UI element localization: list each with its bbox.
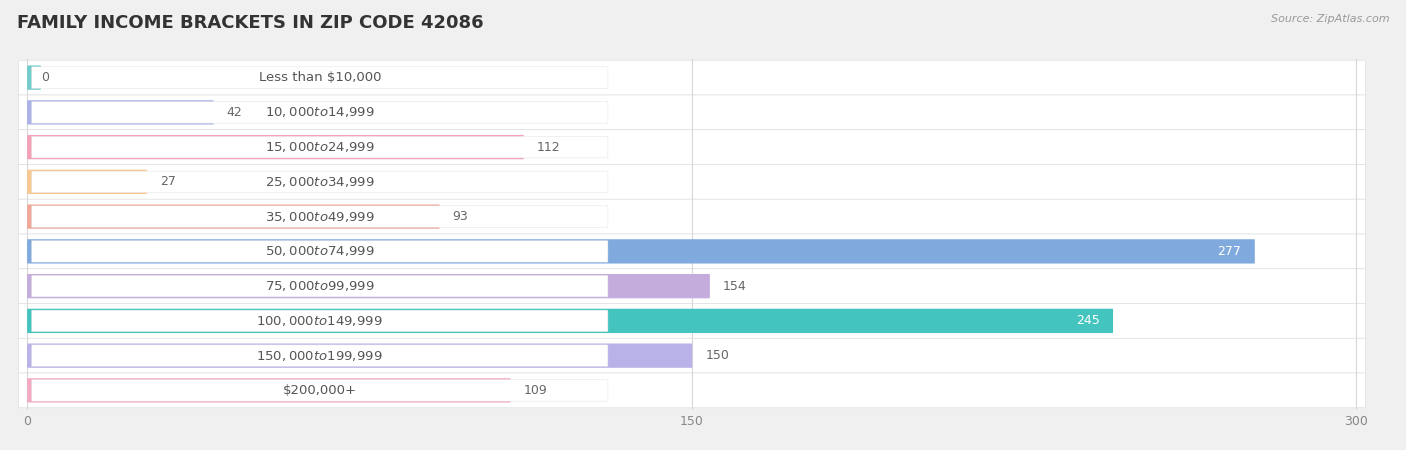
FancyBboxPatch shape <box>27 170 148 194</box>
Text: $10,000 to $14,999: $10,000 to $14,999 <box>264 105 374 119</box>
Text: 154: 154 <box>723 279 747 292</box>
FancyBboxPatch shape <box>31 310 607 332</box>
Text: $35,000 to $49,999: $35,000 to $49,999 <box>264 210 374 224</box>
Text: 245: 245 <box>1076 315 1099 328</box>
Text: 27: 27 <box>160 176 176 189</box>
Text: 42: 42 <box>226 106 242 119</box>
FancyBboxPatch shape <box>27 135 524 159</box>
FancyBboxPatch shape <box>31 345 607 366</box>
Text: FAMILY INCOME BRACKETS IN ZIP CODE 42086: FAMILY INCOME BRACKETS IN ZIP CODE 42086 <box>17 14 484 32</box>
Text: 109: 109 <box>523 384 547 397</box>
FancyBboxPatch shape <box>18 303 1365 338</box>
FancyBboxPatch shape <box>31 136 607 158</box>
FancyBboxPatch shape <box>18 60 1365 95</box>
Text: Source: ZipAtlas.com: Source: ZipAtlas.com <box>1271 14 1389 23</box>
FancyBboxPatch shape <box>27 65 41 90</box>
FancyBboxPatch shape <box>31 206 607 227</box>
FancyBboxPatch shape <box>18 234 1365 269</box>
FancyBboxPatch shape <box>27 343 692 368</box>
Text: Less than $10,000: Less than $10,000 <box>259 71 381 84</box>
FancyBboxPatch shape <box>27 378 510 403</box>
Text: 150: 150 <box>706 349 730 362</box>
FancyBboxPatch shape <box>18 130 1365 165</box>
Text: $15,000 to $24,999: $15,000 to $24,999 <box>264 140 374 154</box>
FancyBboxPatch shape <box>27 309 1114 333</box>
FancyBboxPatch shape <box>31 102 607 123</box>
FancyBboxPatch shape <box>31 67 607 88</box>
Text: $100,000 to $149,999: $100,000 to $149,999 <box>256 314 382 328</box>
FancyBboxPatch shape <box>18 95 1365 130</box>
FancyBboxPatch shape <box>27 274 710 298</box>
Text: 112: 112 <box>537 140 561 153</box>
Text: $150,000 to $199,999: $150,000 to $199,999 <box>256 349 382 363</box>
FancyBboxPatch shape <box>31 241 607 262</box>
FancyBboxPatch shape <box>18 373 1365 408</box>
FancyBboxPatch shape <box>31 380 607 401</box>
Text: 93: 93 <box>453 210 468 223</box>
FancyBboxPatch shape <box>27 100 214 125</box>
FancyBboxPatch shape <box>18 338 1365 373</box>
FancyBboxPatch shape <box>27 204 440 229</box>
Text: 277: 277 <box>1218 245 1241 258</box>
Text: $75,000 to $99,999: $75,000 to $99,999 <box>264 279 374 293</box>
FancyBboxPatch shape <box>18 199 1365 234</box>
FancyBboxPatch shape <box>31 171 607 193</box>
Text: $50,000 to $74,999: $50,000 to $74,999 <box>264 244 374 258</box>
Text: $25,000 to $34,999: $25,000 to $34,999 <box>264 175 374 189</box>
Text: 0: 0 <box>41 71 49 84</box>
FancyBboxPatch shape <box>18 165 1365 199</box>
FancyBboxPatch shape <box>31 275 607 297</box>
FancyBboxPatch shape <box>18 269 1365 303</box>
Text: $200,000+: $200,000+ <box>283 384 357 397</box>
FancyBboxPatch shape <box>27 239 1254 264</box>
